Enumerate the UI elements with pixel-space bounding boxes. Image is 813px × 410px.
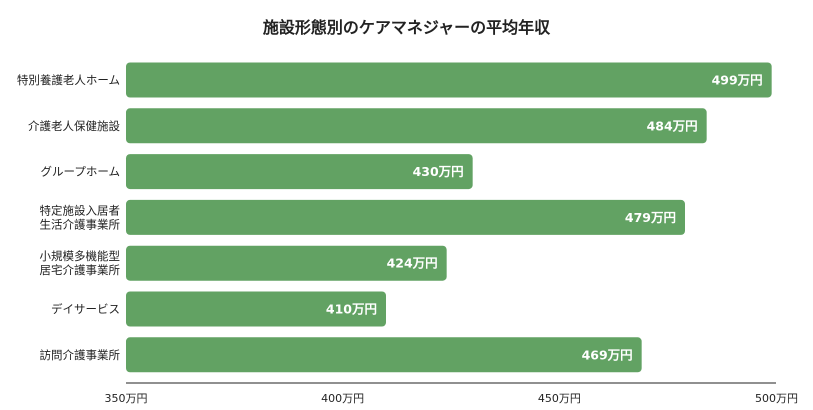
category-label-4-line-1: 居宅介護事業所 — [40, 263, 121, 277]
bar-value-label-5: 410万円 — [326, 302, 377, 317]
category-label-0: 特別養護老人ホーム — [17, 73, 120, 87]
bar-value-label-4: 424万円 — [387, 256, 438, 271]
x-tick-label-2: 450万円 — [538, 392, 581, 405]
bar-value-label-1: 484万円 — [647, 118, 698, 133]
category-label-1: 介護老人保健施設 — [28, 119, 120, 133]
category-label-3-line-0: 特定施設入居者 — [40, 203, 121, 217]
bar-6 — [126, 337, 642, 373]
bar-value-label-2: 430万円 — [413, 164, 464, 179]
category-label-4-line-0: 小規模多機能型 — [40, 249, 121, 263]
category-label-5: デイサービス — [51, 302, 120, 316]
bar-4 — [126, 245, 447, 281]
bar-3 — [126, 199, 685, 235]
ticks-layer: 350万円 400万円 450万円 500万円 — [105, 392, 799, 405]
category-label-2: グループホーム — [41, 165, 120, 179]
x-tick-label-3: 500万円 — [755, 392, 798, 405]
bar-value-label-3: 479万円 — [625, 210, 676, 225]
bar-2 — [126, 154, 473, 190]
category-label-6: 訪問介護事業所 — [40, 348, 121, 362]
x-tick-label-1: 400万円 — [321, 392, 364, 405]
chart-title: 施設形態別のケアマネジャーの平均年収 — [262, 18, 551, 37]
bar-1 — [126, 108, 707, 144]
x-tick-label-0: 350万円 — [105, 392, 148, 405]
labels-layer: 499万円 特別養護老人ホーム 484万円 介護老人保健施設 430万円 グループホーム 4… — [17, 73, 763, 363]
bars-layer — [126, 62, 772, 373]
category-label-3-line-1: 生活介護事業所 — [40, 217, 121, 231]
bar-0 — [126, 62, 772, 98]
bar-value-label-6: 469万円 — [582, 347, 633, 362]
bar-5 — [126, 291, 386, 327]
bar-value-label-0: 499万円 — [712, 73, 763, 88]
